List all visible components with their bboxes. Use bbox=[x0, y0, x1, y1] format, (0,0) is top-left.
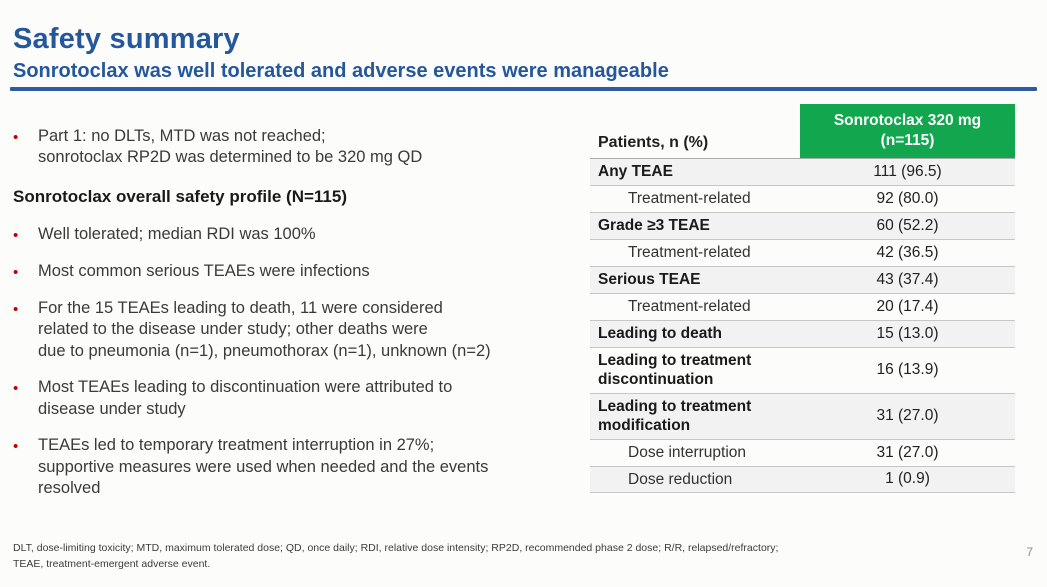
row-label: Dose interruption bbox=[628, 443, 747, 461]
row-label: Treatment-related bbox=[628, 298, 751, 316]
row-value: 60 (52.2) bbox=[876, 217, 939, 234]
footnote-line-2: TEAE, treatment-emergent adverse event. bbox=[13, 557, 211, 570]
footnote: DLT, dose-limiting toxicity; MTD, maximu… bbox=[13, 541, 913, 573]
page-subtitle: Sonrotoclax was well tolerated and adver… bbox=[13, 60, 669, 82]
bullet-text: Most TEAEs leading to discontinuation we… bbox=[38, 378, 453, 418]
bullet-text: TEAEs led to temporary treatment interru… bbox=[38, 436, 489, 498]
table-header-label: Patients, n (%) bbox=[598, 134, 709, 151]
bullet-icon: • bbox=[13, 380, 19, 398]
table-row: Grade ≥3 TEAE 60 (52.2) bbox=[590, 212, 1015, 239]
page-number: 7 bbox=[1026, 545, 1033, 559]
row-value: 16 (13.9) bbox=[876, 361, 939, 379]
table-rows: Any TEAE 111 (96.5) Treatment-related 92 (8… bbox=[590, 158, 1015, 493]
bullet-icon: • bbox=[13, 300, 19, 318]
row-label: Treatment-related bbox=[628, 244, 751, 262]
left-section-heading: Sonrotoclax overall safety profile (N=11… bbox=[13, 186, 347, 206]
bullet-icon: • bbox=[13, 263, 19, 281]
bullet-item: • TEAEs led to temporary treatment interr… bbox=[13, 435, 579, 499]
row-value: 15 (13.0) bbox=[876, 325, 939, 342]
row-value: 43 (37.4) bbox=[876, 271, 939, 288]
table-row: Leading to death 15 (13.0) bbox=[590, 320, 1015, 347]
page-title: Safety summary bbox=[13, 23, 240, 55]
row-value: 111 (96.5) bbox=[873, 163, 942, 180]
table-row: Treatment-related 42 (36.5) bbox=[590, 239, 1015, 266]
bullet-item: • For the 15 TEAEs leading to death, 11 w… bbox=[13, 298, 579, 362]
footnote-line-1: DLT, dose-limiting toxicity; MTD, maximu… bbox=[13, 542, 779, 554]
row-label: Dose reduction bbox=[628, 470, 733, 488]
row-label: Serious TEAE bbox=[598, 271, 701, 289]
bullet-text: Most common serious TEAEs were infection… bbox=[38, 261, 370, 280]
table-header-row: Patients, n (%) Sonrotoclax 320 mg (n=115… bbox=[590, 104, 1015, 158]
row-value: 92 (80.0) bbox=[876, 190, 939, 207]
table-row: Treatment-related 92 (80.0) bbox=[590, 185, 1015, 212]
row-value: 1 (0.9) bbox=[885, 470, 930, 488]
title-divider-rule bbox=[10, 87, 1037, 91]
left-content: • Part 1: no DLTs, MTD was not reached; so… bbox=[13, 126, 579, 514]
bullet-item: • Well tolerated; median RDI was 100% bbox=[13, 224, 579, 246]
row-value: 31 (27.0) bbox=[876, 407, 939, 425]
row-label: Leading to treatment modification bbox=[598, 397, 752, 435]
row-value: 31 (27.0) bbox=[876, 443, 939, 461]
row-label: Leading to death bbox=[598, 325, 722, 343]
table-row: Dose interruption 31 (27.0) bbox=[590, 438, 1015, 466]
bullet-item: • Most TEAEs leading to discontinuation w… bbox=[13, 377, 579, 420]
row-label: Treatment-related bbox=[628, 190, 751, 208]
row-label: Grade ≥3 TEAE bbox=[598, 217, 710, 235]
table-header-value: Sonrotoclax 320 mg (n=115) bbox=[800, 104, 1015, 158]
table-row: Dose reduction 1 (0.9) bbox=[590, 465, 1015, 493]
bullet-icon: • bbox=[13, 226, 19, 244]
bullet-text: For the 15 TEAEs leading to death, 11 we… bbox=[38, 298, 491, 360]
row-value: 20 (17.4) bbox=[876, 298, 939, 315]
bullet-item: • Most common serious TEAEs were infectio… bbox=[13, 261, 579, 283]
bullet-icon: • bbox=[13, 438, 19, 456]
row-value: 42 (36.5) bbox=[876, 244, 939, 261]
row-label: Leading to treatment discontinuation bbox=[598, 352, 752, 389]
table-row: Leading to treatment discontinuation 16 (… bbox=[590, 347, 1015, 393]
safety-table: Patients, n (%) Sonrotoclax 320 mg (n=115… bbox=[590, 104, 1015, 493]
table-row: Any TEAE 111 (96.5) bbox=[590, 158, 1015, 185]
bullet-item: • Part 1: no DLTs, MTD was not reached; so… bbox=[13, 126, 579, 169]
bullet-text: Well tolerated; median RDI was 100% bbox=[38, 224, 316, 243]
table-row: Treatment-related 20 (17.4) bbox=[590, 293, 1015, 320]
table-row: Serious TEAE 43 (37.4) bbox=[590, 266, 1015, 293]
table-row: Leading to treatment modification 31 (27.… bbox=[590, 392, 1015, 439]
bullet-icon: • bbox=[13, 129, 19, 146]
row-label: Any TEAE bbox=[598, 163, 673, 181]
bullet-text: Part 1: no DLTs, MTD was not reached; son… bbox=[38, 127, 423, 167]
